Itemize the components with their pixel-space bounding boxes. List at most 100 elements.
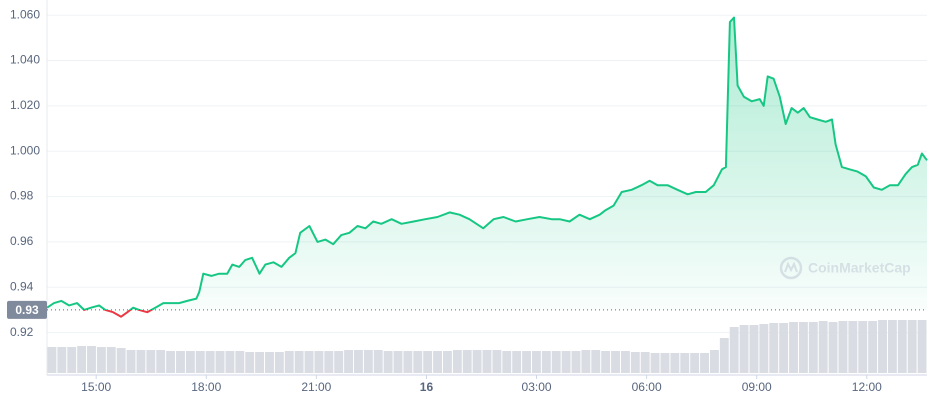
volume-bar xyxy=(472,350,482,373)
volume-bar xyxy=(868,321,878,373)
volume-bar xyxy=(690,353,700,373)
volume-bar xyxy=(492,350,502,373)
volume-bar xyxy=(482,350,492,373)
volume-bar xyxy=(57,347,67,373)
volume-bar xyxy=(156,350,166,373)
volume-bar xyxy=(205,351,215,373)
x-tick-label: 15:00 xyxy=(81,380,111,394)
volume-bar xyxy=(245,352,255,373)
volume-bar xyxy=(383,351,393,373)
volume-bar xyxy=(858,321,868,373)
volume-bar xyxy=(314,351,324,373)
y-tick-label: 1.040 xyxy=(10,53,40,67)
volume-bar xyxy=(443,351,452,373)
volume-bar xyxy=(907,320,917,373)
volume-bar xyxy=(680,353,690,373)
volume-bar xyxy=(373,350,383,373)
volume-bar xyxy=(620,351,630,373)
volume-bar xyxy=(423,351,433,373)
volume-bar xyxy=(413,351,423,373)
y-tick-label: 0.98 xyxy=(10,189,34,203)
x-tick-label: 09:00 xyxy=(742,380,772,394)
price-line xyxy=(46,16,928,318)
volume-bar xyxy=(304,351,314,373)
volume-bar xyxy=(551,351,561,373)
volume-bar xyxy=(522,351,531,373)
volume-bar xyxy=(630,352,640,373)
volume-bar xyxy=(749,325,759,373)
volume-bar xyxy=(660,353,670,373)
x-tick-label: 06:00 xyxy=(632,380,662,394)
volume-bar xyxy=(759,324,769,373)
volume-bar xyxy=(512,351,522,373)
volume-bar xyxy=(96,347,106,373)
y-tick-label: 0.94 xyxy=(10,279,34,293)
volume-bar xyxy=(561,351,571,373)
volume-bar xyxy=(779,323,789,373)
y-tick-label: 1.060 xyxy=(10,7,40,21)
x-tick-label: 21:00 xyxy=(301,380,331,394)
volume-bar xyxy=(789,322,798,373)
watermark-text: CoinMarketCap xyxy=(808,260,911,276)
volume-bar xyxy=(255,352,265,373)
volume-bar xyxy=(601,351,611,373)
volume-bar xyxy=(265,352,274,373)
price-area xyxy=(47,17,927,317)
volume-bar xyxy=(709,350,719,373)
volume-bar xyxy=(798,322,808,373)
volume-bar xyxy=(176,351,185,373)
volume-bar xyxy=(126,350,136,373)
x-tick-label: 18:00 xyxy=(191,380,221,394)
volume-bar xyxy=(403,351,413,373)
volume-bar xyxy=(729,327,739,373)
volume-bar xyxy=(433,351,443,373)
volume-bar xyxy=(274,352,284,373)
reference-label: 0.93 xyxy=(15,303,39,317)
volume-bar xyxy=(571,351,581,373)
volume-bar xyxy=(541,351,551,373)
volume-bar xyxy=(452,350,462,373)
volume-bar xyxy=(67,347,77,373)
volume-bar xyxy=(531,351,541,373)
volume-bar xyxy=(116,348,126,373)
volume-bar xyxy=(354,350,363,373)
volume-bar xyxy=(77,346,87,373)
volume-bar xyxy=(146,350,156,373)
reference-badge xyxy=(7,300,47,319)
volume-bar xyxy=(47,347,57,373)
volume-bar xyxy=(334,351,344,373)
volume-bar xyxy=(215,351,225,373)
volume-bar xyxy=(878,320,887,373)
volume-bar xyxy=(670,353,680,373)
volume-bar xyxy=(739,325,749,373)
watermark: CoinMarketCap xyxy=(779,256,911,280)
volume-bar xyxy=(611,351,620,373)
x-tick-label: 16 xyxy=(420,380,434,394)
volume-bar xyxy=(808,322,818,373)
volume-bar xyxy=(166,351,176,373)
volume-bar xyxy=(848,321,858,373)
volume-bar xyxy=(818,321,828,373)
volume-bar xyxy=(344,350,354,373)
volume-bar xyxy=(719,338,729,373)
volume-bar xyxy=(917,320,927,373)
volume-bar xyxy=(591,350,601,373)
volume-bar xyxy=(838,321,848,373)
volume-bar xyxy=(650,353,660,373)
y-tick-label: 1.000 xyxy=(10,143,40,157)
volume-bar xyxy=(640,352,650,373)
x-tick-label: 03:00 xyxy=(522,380,552,394)
volume-bar xyxy=(363,350,373,373)
volume-bar xyxy=(897,320,907,373)
volume-bar xyxy=(185,351,195,373)
volume-bar xyxy=(502,351,512,373)
volume-bar xyxy=(136,350,146,373)
volume-bar xyxy=(235,351,245,373)
volume-bar xyxy=(700,353,709,373)
volume-bar xyxy=(324,351,334,373)
volume-bar xyxy=(769,323,779,373)
volume-bar xyxy=(87,346,96,373)
volume-bar xyxy=(828,322,838,373)
volume-bar xyxy=(284,351,294,373)
